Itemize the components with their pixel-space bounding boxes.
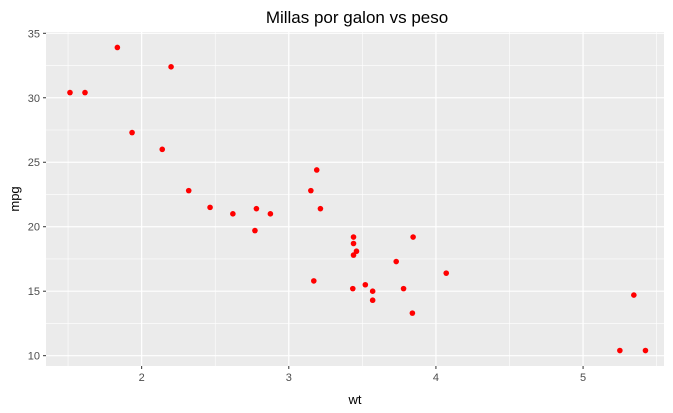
data-point	[642, 347, 649, 354]
major-gridlines	[46, 32, 664, 366]
chart-title: Millas por galon vs peso	[266, 8, 448, 27]
x-axis-label: wt	[348, 392, 362, 407]
data-point	[114, 44, 121, 51]
x-tick-label: 3	[286, 372, 292, 384]
data-point	[443, 270, 450, 276]
data-point	[308, 187, 314, 194]
x-tick-label: 5	[580, 372, 586, 384]
data-point	[350, 252, 357, 258]
data-points	[67, 44, 649, 354]
y-tick-label: 25	[28, 157, 40, 169]
data-point	[168, 64, 174, 70]
y-tick-label: 15	[28, 286, 40, 298]
data-point	[267, 211, 274, 217]
data-point	[252, 227, 258, 234]
data-point	[185, 187, 192, 194]
y-tick-label: 30	[28, 93, 40, 105]
data-point	[207, 204, 213, 211]
data-point	[400, 285, 407, 292]
data-point	[317, 205, 324, 212]
minor-gridlines	[46, 32, 664, 366]
data-point	[409, 310, 416, 316]
data-point	[617, 347, 623, 354]
data-point	[313, 167, 320, 173]
data-point	[410, 234, 416, 240]
data-point	[353, 248, 360, 255]
data-point	[311, 278, 317, 284]
data-point	[350, 240, 357, 247]
data-point	[253, 205, 260, 212]
y-axis-label: mpg	[7, 186, 22, 211]
axis-ticks	[43, 32, 584, 369]
data-point	[369, 288, 376, 295]
y-axis-tick-labels: 10 15 20 25 30 35	[28, 28, 40, 362]
data-point	[393, 258, 400, 265]
data-point	[369, 297, 376, 304]
data-point	[67, 89, 73, 96]
data-point	[230, 211, 236, 217]
data-point	[631, 292, 637, 298]
data-point	[129, 129, 135, 136]
data-point	[349, 285, 356, 292]
data-point	[159, 146, 166, 153]
data-point	[350, 234, 357, 240]
plot-panel	[46, 32, 664, 366]
x-axis-tick-labels: 2 3 4 5	[139, 372, 587, 384]
data-point	[362, 281, 369, 288]
y-tick-label: 35	[28, 28, 40, 40]
x-tick-label: 2	[139, 372, 145, 384]
y-tick-label: 10	[28, 351, 40, 363]
data-point	[82, 89, 88, 96]
x-tick-label: 4	[433, 372, 439, 384]
y-tick-label: 20	[28, 222, 40, 234]
